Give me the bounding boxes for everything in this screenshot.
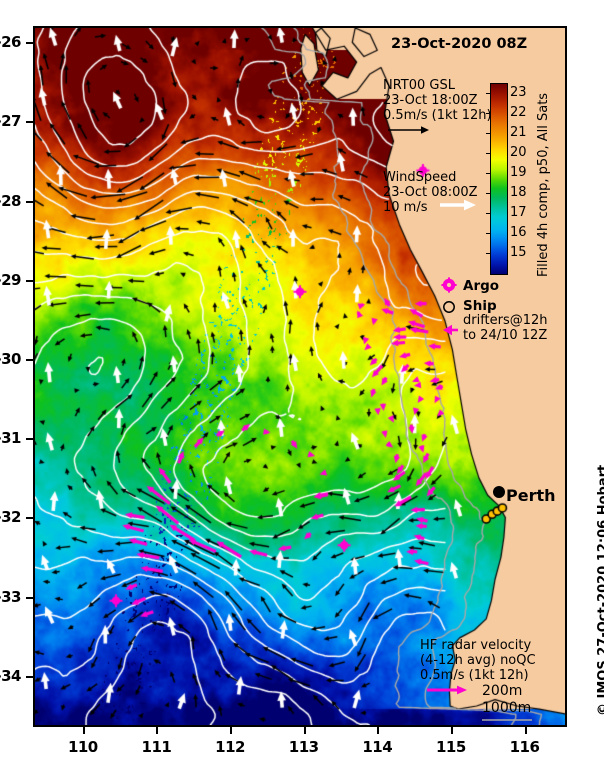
colorbar <box>490 83 508 275</box>
x-tick-label: 115 <box>435 738 466 756</box>
colorbar-tick-label: 15 <box>510 245 527 260</box>
x-tick-label: 111 <box>141 738 172 756</box>
drifter-marker-icon <box>443 324 458 336</box>
argo-marker-icon <box>441 277 457 293</box>
y-tick-mark <box>26 359 33 362</box>
y-tick-mark <box>26 42 33 45</box>
x-tick-mark <box>303 727 306 734</box>
y-tick-label: -33 <box>0 587 22 606</box>
hf-radar-legend-line3: 0.5m/s (1kt 12h) <box>420 668 529 683</box>
ship-marker-icon <box>443 301 455 313</box>
current-legend-line1: NRT00 GSL <box>383 78 455 93</box>
colorbar-tick-label: 17 <box>510 205 527 220</box>
x-tick-label: 116 <box>509 738 540 756</box>
colorbar-tick-mark <box>486 233 490 234</box>
bathymetry-200m-label: 200m <box>482 683 523 699</box>
y-tick-mark <box>26 279 33 282</box>
x-tick-label: 110 <box>67 738 98 756</box>
x-tick-mark <box>524 727 527 734</box>
colorbar-tick-mark <box>486 193 490 194</box>
colorbar-tick-mark <box>486 253 490 254</box>
wind-legend-line3: 10 m/s <box>383 200 428 215</box>
y-tick-label: -32 <box>0 508 22 527</box>
colorbar-tick-mark <box>486 173 490 174</box>
y-tick-label: -27 <box>0 112 22 131</box>
colorbar-tick-label: 22 <box>510 105 527 120</box>
ship-legend-label: Ship <box>463 298 497 314</box>
sst-map-canvas <box>35 28 565 725</box>
perth-city-marker-icon <box>493 486 505 498</box>
copyright-credit: © IMOS 27-Oct-2020 12:06 Hobart <box>596 464 604 716</box>
wind-legend-line1: WindSpeed <box>383 170 457 185</box>
colorbar-tick-label: 21 <box>510 125 527 140</box>
y-tick-label: -26 <box>0 33 22 52</box>
drifters-legend-line1: drifters@12h <box>463 313 548 328</box>
colorbar-tick-label: 23 <box>510 85 527 100</box>
x-tick-mark <box>82 727 85 734</box>
colorbar-tick-mark <box>486 93 490 94</box>
hf-radar-legend-line1: HF radar velocity <box>420 638 532 653</box>
x-tick-label: 112 <box>215 738 245 756</box>
current-legend-line3: 0.5m/s (1kt 12h) <box>383 108 492 123</box>
y-tick-label: -28 <box>0 191 22 210</box>
x-tick-mark <box>230 727 233 734</box>
x-tick-mark <box>377 727 380 734</box>
bathymetry-legend-line <box>482 719 532 721</box>
map-date-title: 23-Oct-2020 08Z <box>391 36 528 52</box>
y-tick-mark <box>26 200 33 203</box>
y-tick-mark <box>26 675 33 678</box>
y-tick-label: -34 <box>0 666 22 685</box>
colorbar-tick-label: 16 <box>510 225 527 240</box>
colorbar-tick-mark <box>486 133 490 134</box>
wind-legend-arrow-icon <box>440 199 476 211</box>
y-tick-mark <box>26 438 33 441</box>
colorbar-tick-label: 19 <box>510 165 527 180</box>
hf-radar-legend-arrow-icon <box>427 685 467 695</box>
perth-city-label: Perth <box>506 486 556 505</box>
colorbar-tick-mark <box>486 213 490 214</box>
x-tick-label: 113 <box>288 738 319 756</box>
colorbar-tick-label: 20 <box>510 145 527 160</box>
map-plot-area[interactable]: 23-Oct-2020 08Z NRT00 GSL 23-Oct 18:00Z … <box>33 26 567 727</box>
y-tick-mark <box>26 517 33 520</box>
colorbar-tick-mark <box>486 153 490 154</box>
y-tick-label: -30 <box>0 350 22 369</box>
argo-legend-label: Argo <box>463 278 500 294</box>
drifters-legend-line2: to 24/10 12Z <box>463 328 548 343</box>
bathymetry-1000m-label: 1000m <box>482 700 532 716</box>
colorbar-title: Filled 4h comp, p50, All Sats <box>536 92 551 277</box>
y-tick-mark <box>26 121 33 124</box>
y-tick-mark <box>26 596 33 599</box>
current-legend-line2: 23-Oct 18:00Z <box>383 93 478 108</box>
x-tick-label: 114 <box>362 738 393 756</box>
wind-legend-line2: 23-Oct 08:00Z <box>383 185 478 200</box>
colorbar-tick-mark <box>486 113 490 114</box>
colorbar-tick-label: 18 <box>510 185 527 200</box>
y-tick-label: -31 <box>0 429 22 448</box>
hf-radar-legend-line2: (4-12h avg) noQC <box>420 653 536 668</box>
x-tick-mark <box>450 727 453 734</box>
current-legend-arrow-icon <box>388 126 429 134</box>
x-tick-mark <box>156 727 159 734</box>
y-tick-label: -29 <box>0 270 22 289</box>
